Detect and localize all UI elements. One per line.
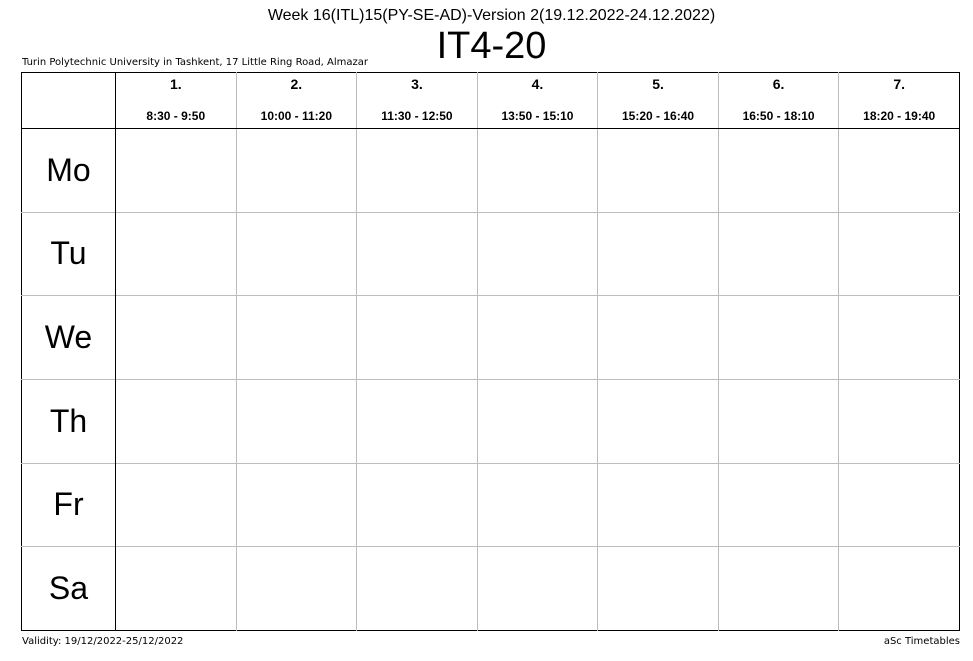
lesson-slot xyxy=(717,211,839,296)
lesson-slot xyxy=(115,211,237,296)
lesson-slot xyxy=(597,295,719,380)
day-row-th: Th xyxy=(21,378,960,464)
day-row-mo: Mo xyxy=(21,128,960,213)
day-label: Tu xyxy=(21,211,116,296)
period-time: 13:50 - 15:10 xyxy=(501,109,574,123)
corner-cell xyxy=(21,72,116,129)
lesson-slot xyxy=(838,211,960,296)
lesson-slot xyxy=(838,546,960,631)
lesson-slot xyxy=(235,128,357,213)
period-header-5: 5. 15:20 - 16:40 xyxy=(597,72,719,129)
school-address: Turin Polytechnic University in Tashkent… xyxy=(22,57,368,68)
lesson-slot xyxy=(597,378,719,464)
lesson-slot xyxy=(356,128,478,213)
period-time: 15:20 - 16:40 xyxy=(622,109,695,123)
period-header-4: 4. 13:50 - 15:10 xyxy=(476,72,598,129)
lesson-slot xyxy=(235,211,357,296)
period-time: 10:00 - 11:20 xyxy=(260,109,333,123)
day-row-we: We xyxy=(21,295,960,380)
lesson-slot xyxy=(476,462,598,547)
lesson-slot xyxy=(235,546,357,631)
period-number: 2. xyxy=(290,76,303,92)
lesson-slot xyxy=(356,211,478,296)
lesson-slot xyxy=(356,462,478,547)
timetable-grid: 1. 8:30 - 9:50 2. 10:00 - 11:20 3. 11:30… xyxy=(21,72,960,631)
lesson-slot xyxy=(717,378,839,464)
period-time: 8:30 - 9:50 xyxy=(146,109,206,123)
lesson-slot xyxy=(115,462,237,547)
lesson-slot xyxy=(115,546,237,631)
lesson-slot xyxy=(476,546,598,631)
lesson-slot xyxy=(476,128,598,213)
lesson-slot xyxy=(597,462,719,547)
lesson-slot xyxy=(476,295,598,380)
lesson-slot xyxy=(115,295,237,380)
period-number: 3. xyxy=(411,76,423,92)
lesson-slot xyxy=(235,378,357,464)
lesson-slot xyxy=(115,378,237,464)
lesson-slot xyxy=(476,378,598,464)
week-title: Week 16(ITL)15(PY-SE-AD)-Version 2(19.12… xyxy=(267,7,716,24)
validity-text: Validity: 19/12/2022-25/12/2022 xyxy=(22,636,184,647)
period-time: 18:20 - 19:40 xyxy=(863,109,936,123)
day-row-tu: Tu xyxy=(21,211,960,296)
brand-text: aSc Timetables xyxy=(883,636,960,647)
day-row-fr: Fr xyxy=(21,462,960,547)
lesson-slot xyxy=(717,128,839,213)
lesson-slot xyxy=(356,546,478,631)
lesson-slot xyxy=(597,211,719,296)
period-header-3: 3. 11:30 - 12:50 xyxy=(356,72,478,129)
lesson-slot xyxy=(838,378,960,464)
lesson-slot xyxy=(235,295,357,380)
lesson-slot xyxy=(717,462,839,547)
lesson-slot xyxy=(356,378,478,464)
lesson-slot xyxy=(476,211,598,296)
class-title: IT4-20 xyxy=(436,25,547,67)
lesson-slot xyxy=(717,295,839,380)
day-label: Mo xyxy=(21,128,116,213)
period-header-2: 2. 10:00 - 11:20 xyxy=(235,72,357,129)
day-label: Sa xyxy=(21,546,116,631)
period-number: 1. xyxy=(169,76,182,92)
lesson-slot xyxy=(838,295,960,380)
day-label: Fr xyxy=(21,462,116,547)
period-number: 6. xyxy=(772,76,785,92)
period-time: 16:50 - 18:10 xyxy=(742,109,815,123)
day-label: Th xyxy=(21,378,116,464)
period-time: 11:30 - 12:50 xyxy=(381,109,453,123)
period-header-1: 1. 8:30 - 9:50 xyxy=(115,72,237,129)
period-header-6: 6. 16:50 - 18:10 xyxy=(717,72,839,129)
lesson-slot xyxy=(115,128,237,213)
lesson-slot xyxy=(235,462,357,547)
lesson-slot xyxy=(356,295,478,380)
period-number: 4. xyxy=(531,76,544,92)
lesson-slot xyxy=(838,128,960,213)
lesson-slot xyxy=(717,546,839,631)
lesson-slot xyxy=(838,462,960,547)
day-row-sa: Sa xyxy=(21,546,960,631)
period-header-7: 7. 18:20 - 19:40 xyxy=(838,72,960,129)
period-number: 7. xyxy=(893,76,906,92)
lesson-slot xyxy=(597,546,719,631)
lesson-slot xyxy=(597,128,719,213)
period-header-row: 1. 8:30 - 9:50 2. 10:00 - 11:20 3. 11:30… xyxy=(21,72,960,129)
day-label: We xyxy=(21,295,116,380)
period-number: 5. xyxy=(652,76,664,92)
